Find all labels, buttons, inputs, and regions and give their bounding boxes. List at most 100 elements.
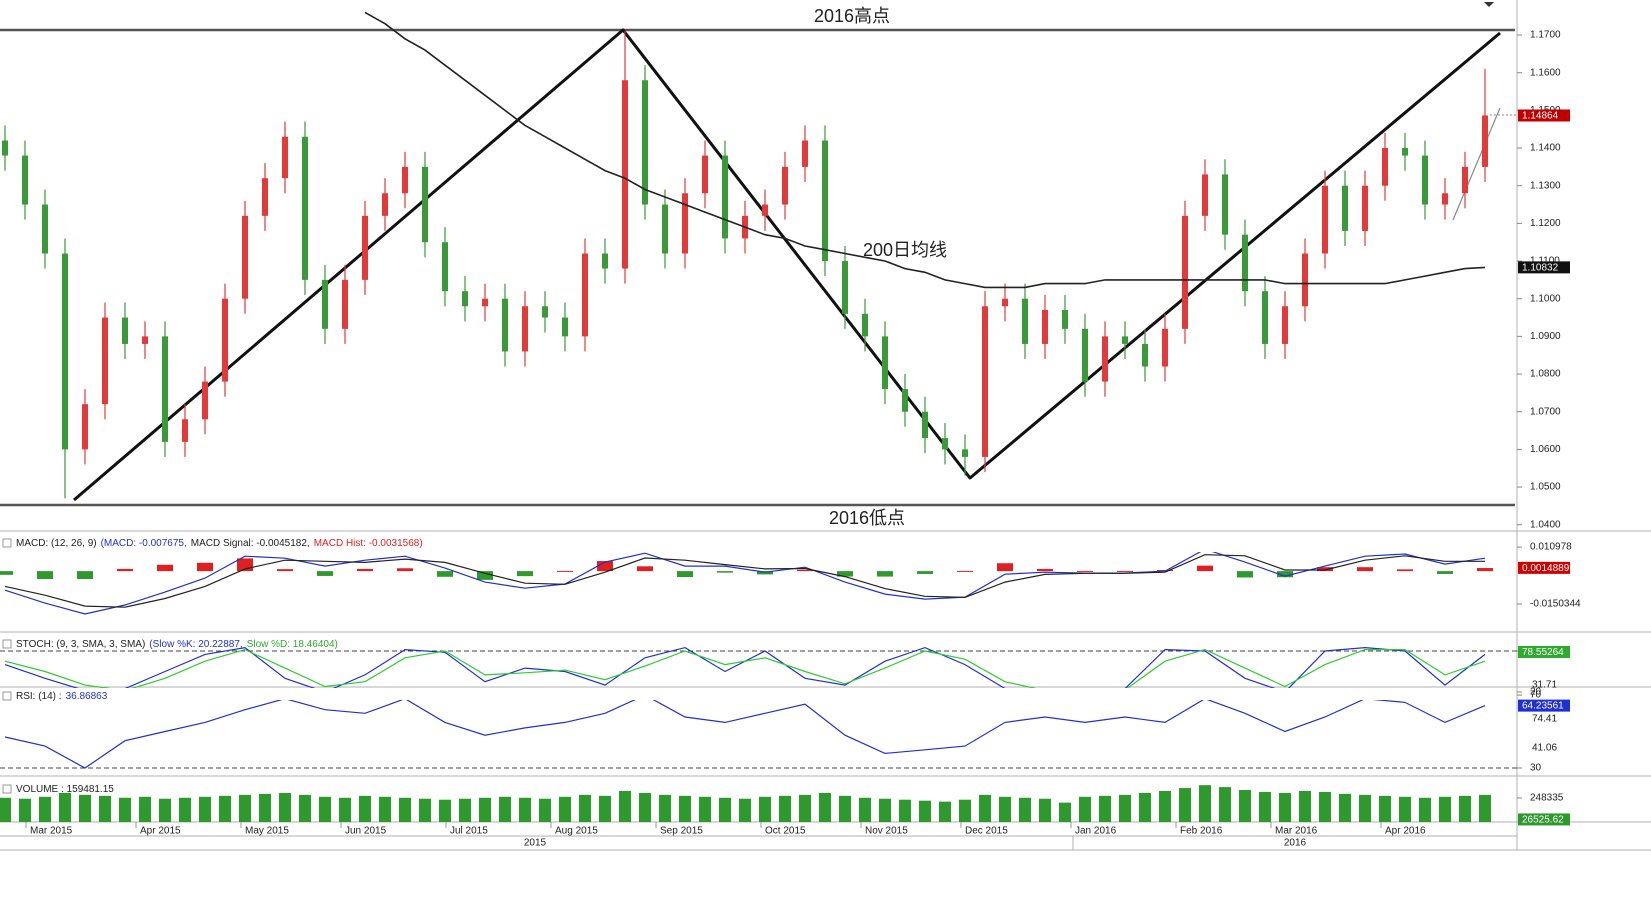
volume-bar bbox=[479, 797, 491, 822]
candle-body bbox=[42, 204, 48, 254]
candle-body bbox=[482, 298, 488, 307]
y-tick-label: 1.0600 bbox=[1530, 444, 1561, 455]
candle-body bbox=[22, 155, 28, 205]
candle-body bbox=[382, 193, 388, 216]
hist-bar bbox=[1277, 571, 1293, 578]
panel-toggle[interactable] bbox=[2, 691, 12, 701]
hist-bar bbox=[1197, 565, 1213, 572]
volume-bar bbox=[1059, 802, 1071, 822]
candle-body bbox=[542, 306, 548, 318]
hist-bar bbox=[37, 571, 53, 579]
hist-bar bbox=[1077, 570, 1093, 572]
volume-bar bbox=[1259, 791, 1271, 822]
volume-bar bbox=[379, 796, 391, 822]
hist-bar bbox=[917, 571, 933, 574]
y-tick-label: 1.0400 bbox=[1530, 519, 1561, 530]
candle-body bbox=[1162, 328, 1168, 367]
volume-bar bbox=[159, 798, 171, 822]
month-label: Oct 2015 bbox=[765, 826, 806, 837]
volume-bar bbox=[1099, 795, 1111, 822]
volume-bar bbox=[399, 797, 411, 822]
candle-body bbox=[422, 166, 428, 243]
volume-bar bbox=[499, 796, 511, 822]
candle-body bbox=[822, 140, 828, 262]
candle-body bbox=[582, 253, 588, 337]
volume-bar bbox=[739, 798, 751, 822]
candle-body bbox=[682, 193, 688, 254]
volume-bar bbox=[779, 795, 791, 822]
header-text: MACD: (12, 26, 9) bbox=[16, 538, 97, 549]
hist-bar bbox=[1397, 569, 1413, 572]
month-label: Apr 2016 bbox=[1385, 826, 1426, 837]
y-tick-label: 1.1400 bbox=[1530, 143, 1561, 154]
readout: MACD Signal: -0.0045182, bbox=[191, 538, 310, 549]
hist-bar bbox=[477, 571, 493, 580]
candle-body bbox=[82, 404, 88, 450]
candle-body bbox=[322, 279, 328, 329]
candle-body bbox=[642, 80, 648, 205]
candle-body bbox=[1442, 193, 1448, 205]
volume-bar bbox=[1299, 790, 1311, 822]
candle-body bbox=[922, 411, 928, 439]
panel-toggle[interactable] bbox=[2, 639, 12, 649]
candle-body bbox=[242, 215, 248, 299]
hist-bar bbox=[1477, 568, 1493, 572]
panel-toggle[interactable] bbox=[2, 538, 12, 548]
volume-bar bbox=[599, 795, 611, 822]
candle-body bbox=[1382, 148, 1388, 186]
trendlines bbox=[0, 28, 1517, 507]
volume-bar bbox=[339, 797, 351, 822]
volume-bar bbox=[1419, 797, 1431, 822]
panel bbox=[0, 646, 1517, 688]
panel-toggle[interactable] bbox=[2, 784, 12, 794]
volume-bar bbox=[559, 796, 571, 822]
y-tick-label: 1.1700 bbox=[1530, 30, 1561, 41]
candle-body bbox=[302, 136, 308, 280]
volume-bar bbox=[579, 794, 591, 822]
indicator-line bbox=[4, 554, 1485, 608]
volume-bar bbox=[179, 797, 191, 822]
candle-body bbox=[1342, 185, 1348, 231]
candle-body bbox=[622, 80, 628, 269]
panel bbox=[0, 785, 1491, 822]
candle-body bbox=[1122, 336, 1128, 344]
month-label: Jun 2015 bbox=[345, 826, 387, 837]
y-tick-label: 1.0700 bbox=[1530, 406, 1561, 417]
candle-body bbox=[1102, 336, 1108, 382]
axis-note: 74.41 bbox=[1532, 714, 1557, 725]
price-marker bbox=[1518, 561, 1570, 574]
y-tick-label: 1.0500 bbox=[1530, 482, 1561, 493]
volume-bar bbox=[39, 796, 51, 822]
volume-bar bbox=[239, 794, 251, 822]
menu-arrow[interactable] bbox=[1484, 2, 1494, 7]
candle-body bbox=[122, 317, 128, 344]
hist-bar bbox=[1037, 568, 1053, 572]
volume-bar bbox=[1439, 796, 1451, 822]
volume-bar bbox=[839, 795, 851, 822]
y-tick-label: 248335 bbox=[1530, 793, 1564, 804]
hist-bar bbox=[357, 568, 373, 572]
plot-layer: 1.17001.16001.15001.14001.13001.12001.11… bbox=[0, 11, 1581, 849]
volume-bar bbox=[1199, 785, 1211, 822]
volume-bar bbox=[639, 792, 651, 822]
hist-bar bbox=[157, 564, 173, 572]
volume-bar bbox=[1219, 787, 1231, 822]
volume-bar bbox=[359, 795, 371, 822]
volume-bar bbox=[0, 797, 11, 822]
candle-body bbox=[1242, 234, 1248, 292]
volume-bar bbox=[919, 800, 931, 822]
volume-bar bbox=[1079, 796, 1091, 822]
volume-bar bbox=[659, 794, 671, 822]
month-label: Feb 2016 bbox=[1180, 826, 1223, 837]
hist-bar bbox=[597, 561, 613, 572]
volume-bar bbox=[679, 795, 691, 822]
hist-bar bbox=[997, 563, 1013, 572]
candle-body bbox=[1182, 215, 1188, 329]
candle-body bbox=[262, 178, 268, 216]
volume-bar bbox=[1119, 794, 1131, 822]
volume-bar bbox=[819, 792, 831, 822]
y-tick-label: 1.0800 bbox=[1530, 369, 1561, 380]
panel-header: VOLUME : 159481.15 bbox=[16, 784, 114, 795]
header-text: RSI: (14) : bbox=[16, 691, 62, 702]
price-marker-label: 26525.62 bbox=[1522, 815, 1564, 826]
